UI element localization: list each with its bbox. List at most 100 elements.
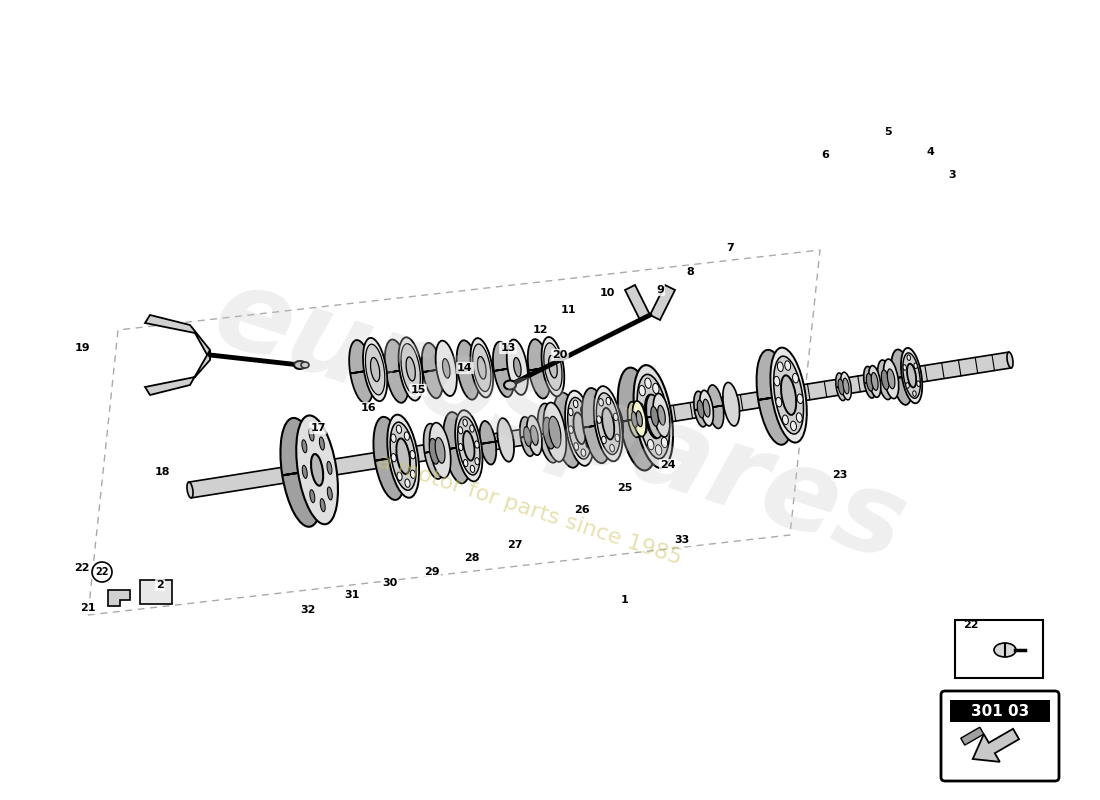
- Ellipse shape: [707, 385, 724, 429]
- Ellipse shape: [429, 422, 451, 478]
- Ellipse shape: [901, 348, 922, 403]
- Ellipse shape: [646, 394, 663, 438]
- Ellipse shape: [280, 418, 322, 526]
- Polygon shape: [425, 449, 450, 453]
- Ellipse shape: [294, 361, 306, 369]
- Ellipse shape: [602, 408, 614, 439]
- Ellipse shape: [869, 366, 881, 398]
- Ellipse shape: [781, 375, 796, 415]
- Ellipse shape: [538, 403, 560, 462]
- Ellipse shape: [463, 431, 474, 461]
- Ellipse shape: [402, 344, 420, 394]
- Text: 11: 11: [560, 305, 575, 315]
- Ellipse shape: [871, 373, 878, 390]
- Polygon shape: [619, 414, 671, 422]
- Ellipse shape: [405, 479, 410, 487]
- Ellipse shape: [632, 401, 646, 437]
- Ellipse shape: [436, 341, 456, 396]
- Ellipse shape: [836, 373, 846, 401]
- Ellipse shape: [723, 382, 739, 426]
- Ellipse shape: [470, 425, 474, 432]
- Ellipse shape: [602, 436, 606, 444]
- Ellipse shape: [651, 406, 659, 426]
- Ellipse shape: [843, 378, 849, 394]
- Polygon shape: [145, 315, 210, 360]
- Ellipse shape: [639, 386, 646, 396]
- Ellipse shape: [463, 459, 467, 466]
- Polygon shape: [350, 368, 386, 374]
- Ellipse shape: [645, 378, 651, 388]
- Polygon shape: [707, 403, 739, 408]
- Ellipse shape: [757, 350, 793, 445]
- Text: 14: 14: [458, 363, 473, 373]
- Ellipse shape: [443, 412, 471, 483]
- Ellipse shape: [891, 350, 912, 405]
- Ellipse shape: [888, 369, 895, 389]
- Ellipse shape: [640, 423, 647, 434]
- Polygon shape: [650, 285, 675, 320]
- Ellipse shape: [459, 443, 463, 450]
- Ellipse shape: [864, 366, 876, 398]
- Ellipse shape: [455, 410, 483, 482]
- Ellipse shape: [424, 423, 444, 479]
- Text: 9: 9: [656, 285, 664, 295]
- Text: 31: 31: [344, 590, 360, 600]
- Text: 25: 25: [617, 483, 632, 493]
- Ellipse shape: [914, 363, 917, 369]
- Ellipse shape: [480, 421, 496, 465]
- Text: 26: 26: [574, 505, 590, 515]
- Ellipse shape: [569, 408, 573, 416]
- Ellipse shape: [637, 374, 670, 458]
- Ellipse shape: [565, 390, 594, 466]
- Ellipse shape: [475, 441, 480, 448]
- Ellipse shape: [390, 422, 416, 490]
- Text: 301 03: 301 03: [971, 703, 1030, 718]
- Text: 22: 22: [75, 563, 90, 573]
- Ellipse shape: [634, 365, 673, 468]
- Ellipse shape: [398, 338, 422, 401]
- Bar: [950, 700, 1050, 722]
- Polygon shape: [865, 381, 880, 383]
- Ellipse shape: [776, 398, 782, 407]
- Ellipse shape: [458, 417, 480, 475]
- Polygon shape: [694, 407, 713, 410]
- Ellipse shape: [396, 438, 410, 474]
- Text: 5: 5: [884, 127, 892, 137]
- Text: 3: 3: [948, 170, 956, 180]
- Text: 28: 28: [464, 553, 480, 563]
- Ellipse shape: [838, 379, 844, 394]
- Text: 19: 19: [74, 343, 90, 353]
- Ellipse shape: [908, 364, 916, 387]
- Ellipse shape: [514, 358, 521, 377]
- Ellipse shape: [609, 405, 624, 440]
- Ellipse shape: [406, 357, 416, 381]
- Ellipse shape: [903, 353, 921, 398]
- Polygon shape: [494, 366, 527, 371]
- Ellipse shape: [530, 426, 538, 446]
- Bar: [140, 580, 172, 604]
- Ellipse shape: [543, 402, 566, 462]
- Ellipse shape: [320, 498, 326, 512]
- Ellipse shape: [636, 411, 642, 426]
- Ellipse shape: [916, 381, 921, 386]
- Ellipse shape: [793, 374, 799, 383]
- Ellipse shape: [573, 413, 585, 444]
- Ellipse shape: [656, 445, 662, 455]
- Ellipse shape: [497, 418, 514, 462]
- Polygon shape: [422, 367, 455, 372]
- Ellipse shape: [703, 399, 710, 417]
- Text: 2: 2: [156, 580, 164, 590]
- Ellipse shape: [596, 416, 602, 423]
- Polygon shape: [386, 367, 421, 373]
- Polygon shape: [598, 422, 623, 426]
- Text: 8: 8: [686, 267, 694, 277]
- Ellipse shape: [596, 393, 620, 454]
- Ellipse shape: [493, 342, 514, 397]
- Text: 24: 24: [660, 460, 675, 470]
- Ellipse shape: [631, 412, 638, 427]
- Ellipse shape: [658, 406, 666, 425]
- Ellipse shape: [456, 340, 480, 400]
- Ellipse shape: [436, 438, 446, 463]
- Ellipse shape: [319, 437, 324, 450]
- Text: 7: 7: [726, 243, 734, 253]
